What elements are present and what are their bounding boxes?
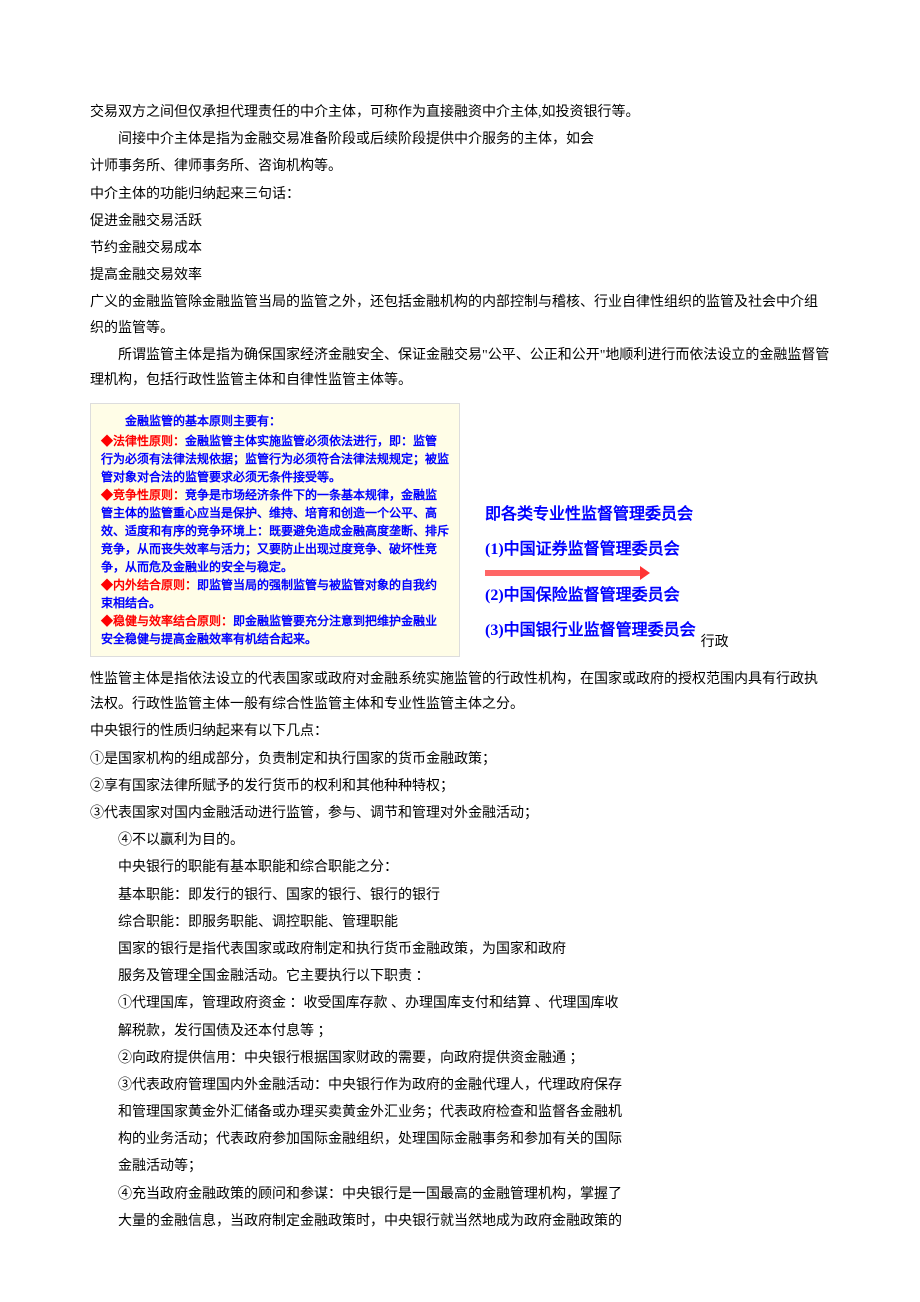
committee-item: (3)中国银行业监督管理委员会	[485, 617, 696, 646]
committee-item: (2)中国保险监督管理委员会	[485, 582, 696, 611]
paragraph: 交易双方之间但仅承担代理责任的中介主体，可称作为直接融资中介主体,如投资银行等。	[90, 100, 830, 125]
principle-label: 竞争性原则：	[113, 488, 185, 502]
paragraph: 中央银行的性质归纳起来有以下几点：	[90, 719, 830, 744]
paragraph: 基本职能：即发行的银行、国家的银行、银行的银行	[90, 883, 830, 908]
paragraph: 服务及管理全国金融活动。它主要执行以下职责 ：	[90, 964, 830, 989]
paragraph: ③代表国家对国内金融活动进行监管，参与、调节和管理对外金融活动；	[90, 801, 830, 826]
paragraph: 综合职能：即服务职能、调控职能、管理职能	[90, 910, 830, 935]
paragraph: 促进金融交易活跃	[90, 209, 830, 234]
paragraph: 构的业务活动；代表政府参加国际金融组织，处理国际金融事务和参加有关的国际	[90, 1127, 830, 1152]
committees-box: 即各类专业性监督管理委员会 (1)中国证券监督管理委员会 (2)中国保险监督管理…	[485, 495, 696, 657]
paragraph: ①代理国库，管理政府资金 ：收受国库存款 、办理国库支付和结算 、代理国库收	[90, 991, 830, 1016]
paragraph: 中央银行的职能有基本职能和综合职能之分：	[90, 855, 830, 880]
paragraph: ②向政府提供信用：中央银行根据国家财政的需要，向政府提供资金融通 ；	[90, 1046, 830, 1071]
principle-label: 内外结合原则：	[113, 578, 197, 592]
paragraph: 中介主体的功能归纳起来三句话：	[90, 182, 830, 207]
paragraph: 所谓监管主体是指为确保国家经济金融安全、保证金融交易"公平、公正和公开"地顺利进…	[90, 343, 830, 393]
paragraph: ④不以赢利为目的。	[90, 828, 830, 853]
paragraph: ①是国家机构的组成部分，负责制定和执行国家的货币金融政策；	[90, 747, 830, 772]
committee-item: (1)中国证券监督管理委员会	[485, 536, 696, 565]
paragraph: 性监管主体是指依法设立的代表国家或政府对金融系统实施监管的行政性机构，在国家或政…	[90, 667, 830, 717]
paragraph: 计师事务所、律师事务所、咨询机构等。	[90, 154, 830, 179]
paragraph: 金融活动等；	[90, 1154, 830, 1179]
principles-box: 金融监管的基本原则主要有： ◆法律性原则：金融监管主体实施监管必须依法进行，即：…	[90, 403, 460, 657]
paragraph: 间接中介主体是指为金融交易准备阶段或后续阶段提供中介服务的主体，如会	[90, 127, 830, 152]
paragraph: ②享有国家法律所赋予的发行货币的权利和其他种种特权；	[90, 774, 830, 799]
principle-label: 稳健与效率结合原则：	[113, 614, 233, 628]
principle-item: ◆法律性原则：金融监管主体实施监管必须依法进行，即：监管行为必须有法律法规依据；…	[101, 432, 449, 486]
paragraph: 节约金融交易成本	[90, 236, 830, 261]
paragraph: 提高金融交易效率	[90, 263, 830, 288]
principle-label: 法律性原则：	[113, 434, 185, 448]
principle-item: ◆竞争性原则：竞争是市场经济条件下的一条基本规律，金融监管主体的监管重心应当是保…	[101, 486, 449, 576]
bullet-icon: ◆	[101, 434, 113, 448]
paragraph: 广义的金融监管除金融监管当局的监管之外，还包括金融机构的内部控制与稽核、行业自律…	[90, 290, 830, 340]
arrow-icon	[485, 570, 640, 576]
paragraph: 和管理国家黄金外汇储备或办理买卖黄金外汇业务；代表政府检查和监督各金融机	[90, 1100, 830, 1125]
paragraph: 大量的金融信息，当政府制定金融政策时，中央银行就当然地成为政府金融政策的	[90, 1209, 830, 1234]
box-title: 金融监管的基本原则主要有：	[101, 412, 449, 430]
trailing-text: 行政	[696, 630, 729, 657]
paragraph: ③代表政府管理国内外金融活动：中央银行作为政府的金融代理人，代理政府保存	[90, 1073, 830, 1098]
bullet-icon: ◆	[101, 488, 113, 502]
paragraph: 解税款，发行国债及还本付息等 ；	[90, 1019, 830, 1044]
paragraph: 国家的银行是指代表国家或政府制定和执行货币金融政策，为国家和政府	[90, 937, 830, 962]
principle-item: ◆内外结合原则：即监管当局的强制监管与被监管对象的自我约束相结合。	[101, 576, 449, 612]
committee-header: 即各类专业性监督管理委员会	[485, 501, 696, 530]
bullet-icon: ◆	[101, 578, 113, 592]
two-column-section: 金融监管的基本原则主要有： ◆法律性原则：金融监管主体实施监管必须依法进行，即：…	[90, 403, 830, 657]
bullet-icon: ◆	[101, 614, 113, 628]
paragraph: ④充当政府金融政策的顾问和参谋：中央银行是一国最高的金融管理机构，掌握了	[90, 1182, 830, 1207]
principle-item: ◆稳健与效率结合原则：即金融监管要充分注意到把维护金融业安全稳健与提高金融效率有…	[101, 612, 449, 648]
